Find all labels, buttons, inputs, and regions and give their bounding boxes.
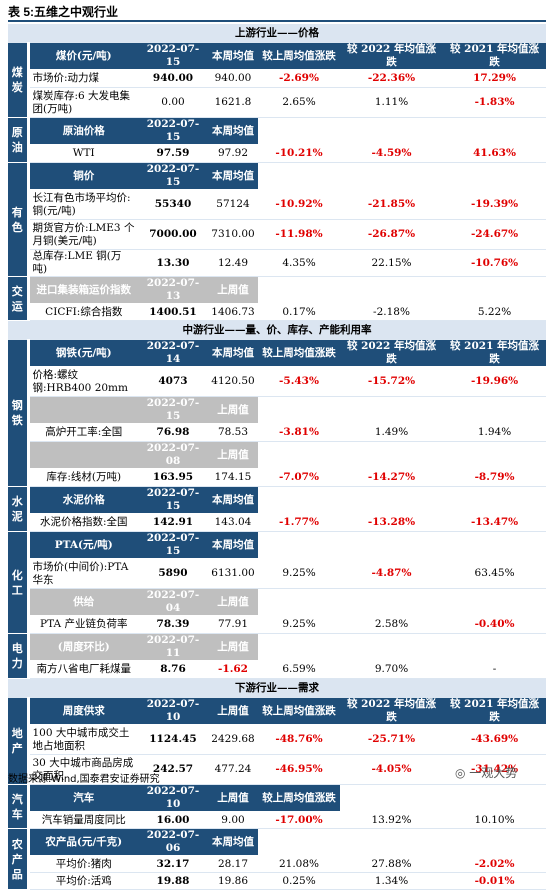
chat-bubble-icon: ◎ bbox=[455, 766, 470, 780]
header-row: 有色 铜价 2022-07-15 本周均值 bbox=[8, 162, 547, 277]
table-row: 30 大中城市商品房成交面积 242.57 477.24 -46.95% -4.05% -… bbox=[8, 754, 547, 785]
table-row: 库存:线材(万吨) 163.95 174.15 -7.07% -14.27% -8.79% bbox=[8, 468, 547, 487]
header-row: 汽车 汽车 2022-07-10 上周值 较上周均值涨跌 bbox=[8, 784, 547, 829]
category-oil: 原油 bbox=[8, 117, 30, 163]
header-row: 2022-07-15 上周值 bbox=[8, 396, 547, 424]
header-row: 电力 (周度环比) 2022-07-11 上周值 bbox=[8, 633, 547, 679]
data-source-footer: 数据来源:Wind,国泰君安证券研究 bbox=[8, 774, 160, 785]
header-row: 煤炭 煤价(元/吨) 2022-07-15 本周均值 较上周均值涨跌较 2022 年均… bbox=[8, 42, 547, 118]
section-midstream: 中游行业——量、价、库存、产能利用率 bbox=[8, 320, 547, 340]
category-coal: 煤炭 bbox=[8, 42, 30, 118]
category-metal: 有色 bbox=[8, 162, 30, 277]
table-row: 市场价:动力煤 940.00 940.00 -2.69% -22.36% 17.29% bbox=[8, 69, 547, 88]
table-row: 价格:螺纹钢:HRB400 20mm 4073 4120.50 -5.43% -15.7… bbox=[8, 366, 547, 397]
table-row: CICFI:综合指数 1400.51 1406.73 0.17% -2.18% 5.22% bbox=[8, 303, 547, 321]
category-chemical: 化工 bbox=[8, 531, 30, 634]
category-steel: 钢铁 bbox=[8, 339, 30, 487]
table-row: 平均价:活鸡 19.88 19.86 0.25% 1.34% -0.01% bbox=[8, 872, 547, 890]
table-row: 高炉开工率:全国 76.98 78.53 -3.81% 1.49% 1.94% bbox=[8, 423, 547, 442]
header-row: 2022-07-08 上周值 bbox=[8, 441, 547, 469]
title-rule bbox=[8, 20, 546, 22]
table-row: 南方八省电厂耗煤量 8.76 -1.62 6.59% 9.70% - bbox=[8, 660, 547, 679]
table-row: 总库存:LME 铜(万吨) 13.30 12.49 4.35% 22.15% -10.76… bbox=[8, 249, 547, 277]
table-row: 平均价:猪肉 32.17 28.17 21.08% 27.88% -2.02% bbox=[8, 855, 547, 873]
table-row: 煤炭库存:6 大发电集团(万吨) 0.00 1621.8 2.65% 1.11% -1.8… bbox=[8, 87, 547, 118]
header-row: 供给 2022-07-04 上周值 bbox=[8, 588, 547, 616]
header-row: 农产品 农产品(元/千克) 2022-07-06 本周均值 bbox=[8, 828, 547, 890]
section-downstream: 下游行业——需求 bbox=[8, 678, 547, 698]
watermark: ◎ 一观大势 bbox=[455, 766, 518, 780]
header-row: 交运 进口集装箱运价指数 2022-07-13 上周值 bbox=[8, 276, 547, 321]
category-estate: 地产 bbox=[8, 697, 30, 785]
section-upstream: 上游行业——价格 bbox=[8, 24, 547, 43]
table-row: 汽车销量周度同比 16.00 9.00 -17.00% 13.92% 10.10% bbox=[8, 811, 547, 829]
table-title: 表 5:五维之中观行业 bbox=[8, 5, 119, 19]
table-row: 100 大中城市成交土地占地面积 1124.45 2429.68 -48.76% -25… bbox=[8, 724, 547, 755]
table-row: 期货官方价:LME3 个月铜(美元/吨) 7000.00 7310.00 -11.98… bbox=[8, 219, 547, 250]
macro-industry-table: 上游行业——价格 煤炭 煤价(元/吨) 2022-07-15 本周均值 较上周均值涨跌… bbox=[8, 24, 547, 890]
category-agri: 农产品 bbox=[8, 828, 30, 890]
header-row: 地产 周度供求 2022-07-10 上周值 较上周均值涨跌较 2022 年均值涨跌较… bbox=[8, 697, 547, 785]
table-row: WTI 97.59 97.92 -10.21% -4.59% 41.63% bbox=[8, 144, 547, 163]
category-power: 电力 bbox=[8, 633, 30, 679]
header-row: 原油 原油价格 2022-07-15 本周均值 bbox=[8, 117, 547, 163]
table-row: 水泥价格指数:全国 142.91 143.04 -1.77% -13.28% -13.47… bbox=[8, 513, 547, 532]
category-car: 汽车 bbox=[8, 784, 30, 829]
header-row: 钢铁 钢铁(元/吨) 2022-07-14 本周均值 较上周均值涨跌较 2022 年均… bbox=[8, 339, 547, 487]
category-cement: 水泥 bbox=[8, 486, 30, 532]
table-row: 市场价(中间价):PTA华东 5890 6131.00 9.25% -4.87% 63.4… bbox=[8, 558, 547, 589]
category-transport: 交运 bbox=[8, 276, 30, 321]
header-row: 化工 PTA(元/吨) 2022-07-15 本周均值 bbox=[8, 531, 547, 634]
table-row: PTA 产业链负荷率 78.39 77.91 9.25% 2.58% -0.40% bbox=[8, 615, 547, 634]
table-row: 长江有色市场平均价:铜(元/吨) 55340 57124 -10.92% -21.85%… bbox=[8, 189, 547, 220]
header-row: 水泥 水泥价格 2022-07-15 本周均值 bbox=[8, 486, 547, 532]
